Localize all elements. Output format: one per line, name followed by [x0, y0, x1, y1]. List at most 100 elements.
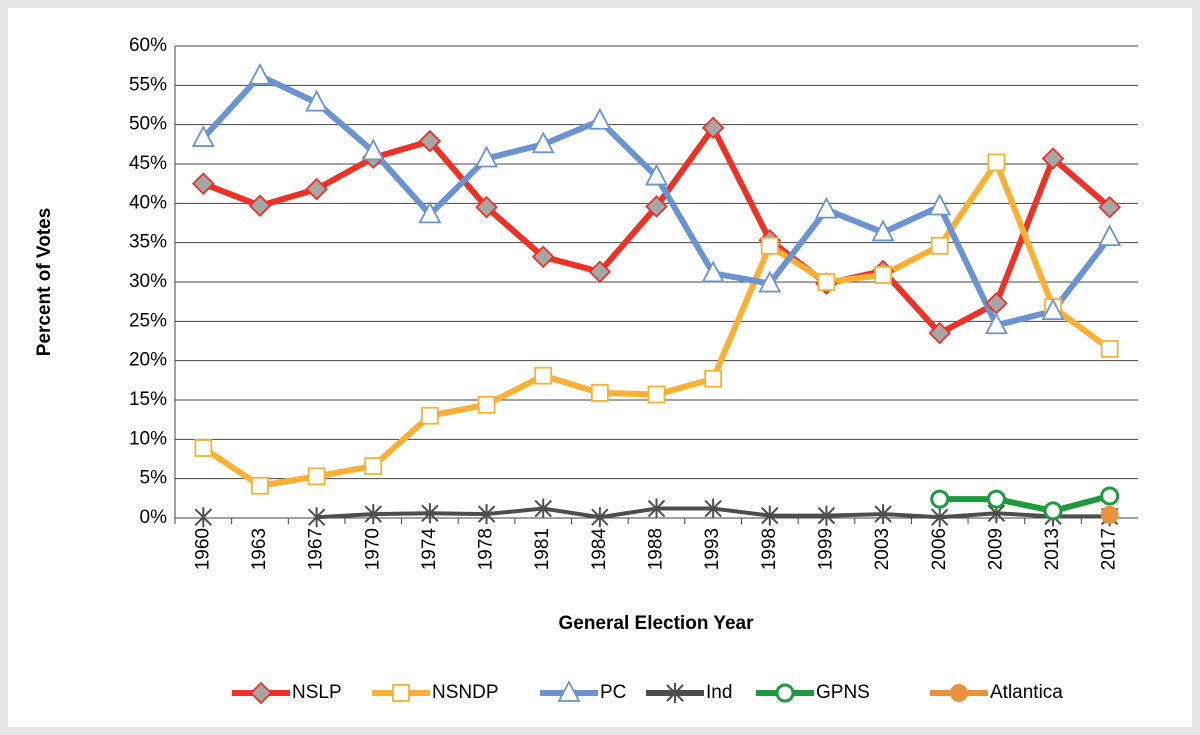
- marker: [814, 196, 838, 219]
- marker-shape: [775, 683, 795, 703]
- x-tick-label: 1970: [362, 528, 383, 570]
- marker-shape: [590, 384, 609, 402]
- x-tick-label: 1981: [532, 528, 553, 570]
- marker-shape: [531, 245, 555, 269]
- marker-shape: [760, 236, 779, 255]
- marker: [775, 683, 795, 703]
- marker: [364, 504, 382, 525]
- x-tick-label: 1993: [702, 528, 723, 570]
- marker-shape: [249, 681, 273, 705]
- marker: [1100, 486, 1120, 506]
- x-tick-label: 2009: [985, 528, 1006, 570]
- marker: [760, 236, 779, 255]
- marker-shape: [534, 366, 553, 385]
- marker: [1098, 195, 1121, 219]
- x-axis-title: General Election Year: [558, 613, 754, 634]
- marker: [194, 507, 213, 528]
- marker-shape: [645, 195, 668, 218]
- marker-shape: [647, 498, 666, 519]
- legend-label: NSLP: [292, 682, 342, 703]
- y-tick-label: 10%: [129, 428, 167, 449]
- marker: [871, 219, 895, 242]
- marker: [701, 260, 725, 283]
- marker: [588, 107, 612, 130]
- marker: [950, 684, 968, 702]
- marker: [248, 194, 272, 217]
- marker: [931, 507, 949, 528]
- marker-shape: [930, 236, 949, 255]
- y-axis-title: Percent of Votes: [34, 208, 55, 357]
- legend-label: NSNDP: [432, 682, 499, 703]
- marker: [421, 406, 439, 425]
- marker-shape: [817, 505, 836, 526]
- x-tick-label: 1984: [589, 528, 610, 571]
- marker: [930, 489, 950, 509]
- marker-shape: [248, 194, 272, 217]
- x-tick-label: 2017: [1099, 528, 1120, 570]
- x-tick-label: 1967: [306, 528, 327, 570]
- marker: [817, 273, 836, 291]
- marker: [591, 507, 609, 528]
- marker: [1043, 501, 1063, 521]
- y-tick-label: 30%: [129, 271, 167, 292]
- marker-shape: [392, 684, 410, 702]
- marker: [874, 266, 892, 284]
- marker-shape: [761, 505, 779, 526]
- marker-shape: [534, 498, 552, 519]
- marker: [191, 125, 215, 147]
- series-line: [939, 493, 1111, 514]
- marker-shape: [704, 369, 723, 388]
- marker-shape: [701, 260, 725, 283]
- legend-label: PC: [600, 682, 626, 703]
- marker: [704, 369, 723, 388]
- marker: [984, 312, 1008, 335]
- marker: [361, 138, 385, 161]
- marker: [987, 153, 1006, 172]
- x-tick-label: 1988: [646, 528, 667, 570]
- marker-shape: [591, 507, 609, 528]
- marker-shape: [307, 467, 326, 486]
- marker-shape: [874, 266, 892, 284]
- marker-shape: [305, 177, 328, 201]
- marker: [874, 504, 892, 525]
- marker-shape: [704, 498, 722, 519]
- marker-shape: [1100, 486, 1120, 506]
- marker: [477, 395, 496, 414]
- marker: [930, 236, 949, 255]
- marker-shape: [307, 507, 326, 528]
- marker: [1100, 339, 1119, 358]
- marker-shape: [531, 131, 555, 154]
- marker: [704, 498, 722, 519]
- marker-shape: [364, 457, 383, 475]
- marker: [557, 680, 581, 702]
- marker: [701, 116, 725, 140]
- marker-shape: [645, 163, 668, 186]
- marker-shape: [930, 489, 950, 509]
- x-tick-label: 1978: [476, 528, 497, 570]
- marker-shape: [647, 385, 666, 404]
- y-tick-label: 25%: [129, 310, 167, 331]
- marker-shape: [588, 260, 612, 284]
- marker: [1041, 298, 1065, 321]
- marker-shape: [248, 62, 272, 85]
- marker-shape: [1100, 339, 1119, 358]
- marker-shape: [1041, 298, 1065, 321]
- marker-shape: [192, 172, 215, 195]
- y-tick-label: 55%: [129, 74, 167, 95]
- marker-shape: [475, 195, 498, 219]
- y-tick-label: 5%: [140, 468, 168, 489]
- x-tick-label: 1974: [419, 528, 440, 571]
- legend-label: GPNS: [816, 682, 870, 703]
- marker-shape: [194, 507, 213, 528]
- marker-shape: [251, 476, 269, 495]
- x-tick-label: 2003: [872, 528, 893, 570]
- marker: [645, 163, 668, 186]
- marker-shape: [928, 321, 952, 345]
- x-tick-label: 1963: [249, 528, 270, 570]
- marker-shape: [305, 89, 329, 112]
- marker-shape: [475, 145, 499, 168]
- marker: [758, 270, 782, 293]
- marker-shape: [871, 219, 895, 242]
- marker: [666, 683, 684, 703]
- marker: [531, 131, 555, 154]
